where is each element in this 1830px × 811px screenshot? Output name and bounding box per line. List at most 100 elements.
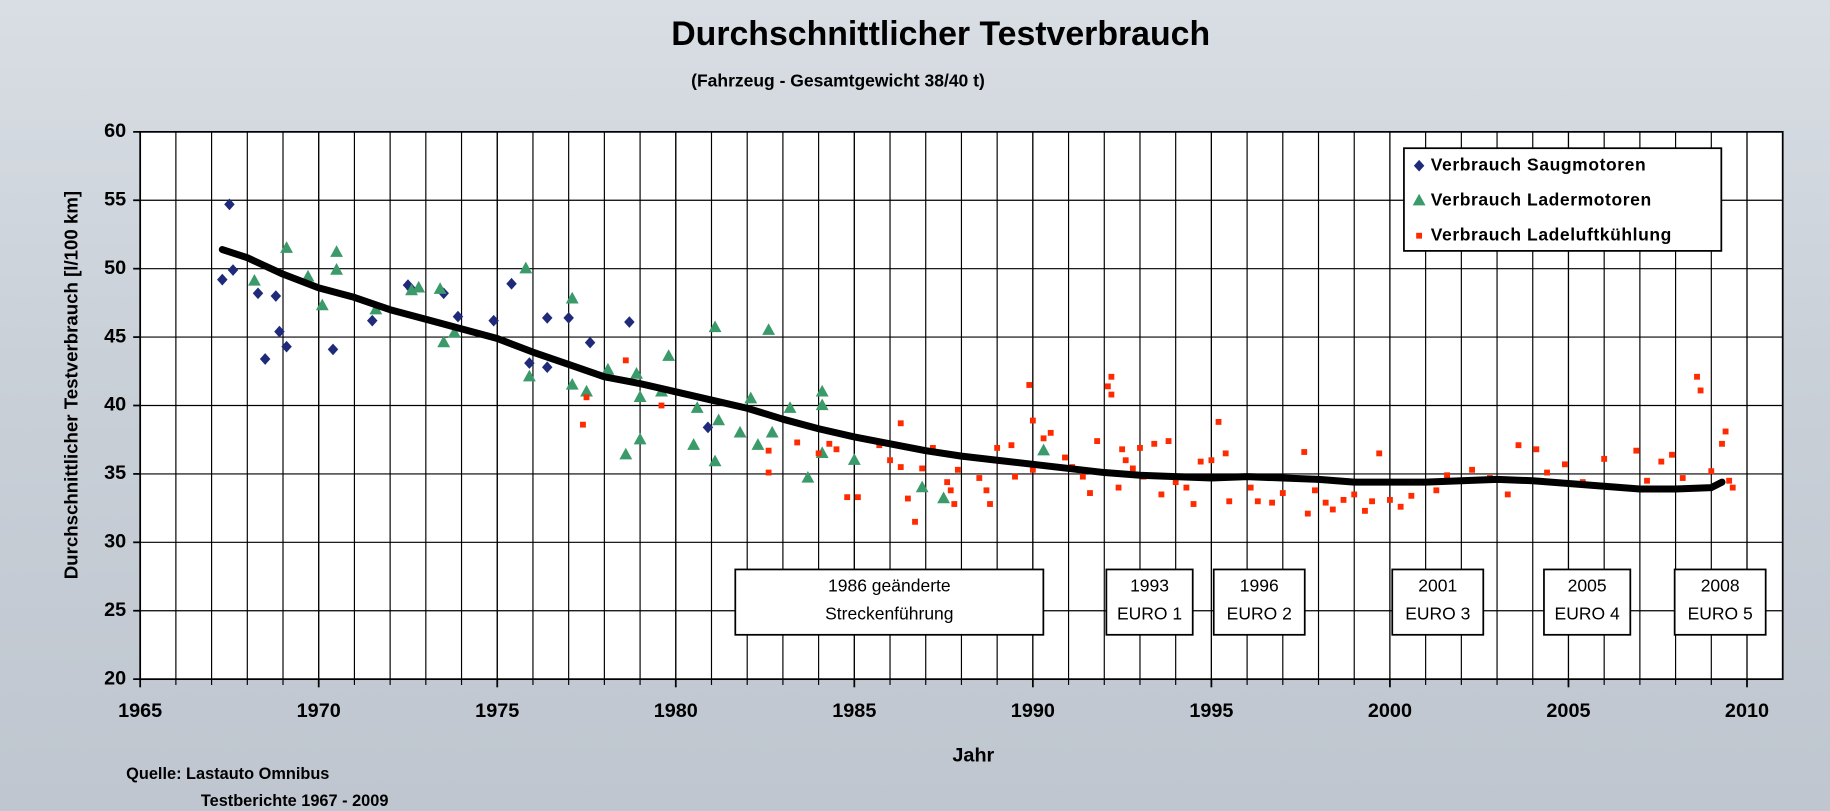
legend-label: Verbrauch Ladermotoren xyxy=(1431,189,1652,209)
annotation-text: EURO 5 xyxy=(1688,604,1753,624)
point xyxy=(1247,484,1254,491)
point xyxy=(619,447,633,460)
point xyxy=(327,343,339,356)
point xyxy=(506,277,517,290)
chart-subtitle: (Fahrzeug - Gesamtgewicht 38/40 t) xyxy=(691,70,985,90)
point xyxy=(217,273,228,286)
point xyxy=(937,491,951,504)
point xyxy=(983,487,990,494)
point xyxy=(702,421,714,434)
annotation-text: EURO 2 xyxy=(1227,604,1292,624)
point xyxy=(330,245,343,257)
point xyxy=(1304,510,1311,517)
point xyxy=(1697,387,1704,394)
point xyxy=(1079,473,1086,480)
point xyxy=(1362,507,1368,514)
legend-label: Verbrauch Saugmotoren xyxy=(1431,154,1646,174)
point xyxy=(1369,498,1375,505)
point xyxy=(1226,498,1233,505)
point xyxy=(522,369,536,382)
point xyxy=(783,401,797,413)
point xyxy=(601,362,615,375)
point xyxy=(794,439,801,446)
annotation-box xyxy=(1543,568,1632,636)
point xyxy=(1087,490,1093,496)
point xyxy=(1397,503,1404,510)
point xyxy=(1433,487,1440,494)
point xyxy=(1644,477,1650,484)
y-tick-label: 25 xyxy=(104,599,126,621)
point xyxy=(751,438,765,450)
x-tick-label: 1980 xyxy=(654,700,698,722)
point xyxy=(1533,446,1540,453)
point xyxy=(1322,499,1329,506)
annotation-text: EURO 1 xyxy=(1117,604,1182,624)
point xyxy=(452,310,464,323)
point xyxy=(1726,477,1733,484)
point xyxy=(630,367,643,379)
point xyxy=(541,361,553,374)
y-tick-label: 35 xyxy=(104,462,126,484)
point xyxy=(1729,484,1736,491)
point xyxy=(1544,469,1550,476)
y-axis-label: Durchschnittlicher Testverbrauch [l/100 … xyxy=(60,191,81,579)
point xyxy=(1183,484,1190,491)
point xyxy=(744,391,758,404)
point xyxy=(315,298,329,311)
point xyxy=(437,335,451,348)
point xyxy=(301,269,315,282)
point xyxy=(1062,454,1068,461)
point xyxy=(633,432,647,445)
x-tick-label: 2010 xyxy=(1725,700,1769,722)
point xyxy=(583,394,590,401)
trend-line xyxy=(218,246,1726,493)
point xyxy=(854,494,861,501)
annotation-box xyxy=(1212,568,1306,636)
point xyxy=(897,420,904,427)
point xyxy=(1679,475,1686,481)
point xyxy=(1279,490,1286,496)
point xyxy=(580,384,593,397)
point xyxy=(662,349,676,361)
point xyxy=(1108,391,1115,398)
point xyxy=(844,494,851,501)
point xyxy=(1108,373,1115,380)
point xyxy=(1504,491,1511,498)
point xyxy=(488,314,499,327)
x-tick-label: 1990 xyxy=(1011,700,1055,722)
point xyxy=(1158,491,1165,498)
point xyxy=(447,325,461,338)
x-tick-label: 1995 xyxy=(1189,700,1233,722)
point xyxy=(624,316,635,328)
y-tick-label: 40 xyxy=(104,394,126,416)
point xyxy=(252,287,264,300)
point xyxy=(1026,382,1033,388)
point xyxy=(1329,506,1336,513)
point xyxy=(708,320,722,333)
point xyxy=(1469,466,1475,473)
point xyxy=(622,357,629,364)
point xyxy=(259,353,271,365)
chart-title: Durchschnittlicher Testverbrauch xyxy=(671,15,1210,53)
point xyxy=(1340,496,1347,503)
point xyxy=(565,377,579,390)
y-tick-label: 30 xyxy=(104,531,126,553)
point xyxy=(1129,465,1136,472)
point xyxy=(833,446,840,453)
point xyxy=(1094,438,1101,444)
point xyxy=(1633,447,1640,454)
point xyxy=(227,264,239,276)
x-tick-label: 2005 xyxy=(1546,700,1590,722)
point xyxy=(815,398,829,411)
point xyxy=(1222,450,1229,457)
point xyxy=(815,384,829,397)
point xyxy=(919,465,926,472)
point xyxy=(765,469,772,476)
y-tick-label: 20 xyxy=(104,667,126,689)
point xyxy=(1137,444,1143,451)
point xyxy=(1047,429,1054,436)
point xyxy=(565,291,579,304)
point xyxy=(826,440,833,447)
point xyxy=(1719,440,1725,447)
